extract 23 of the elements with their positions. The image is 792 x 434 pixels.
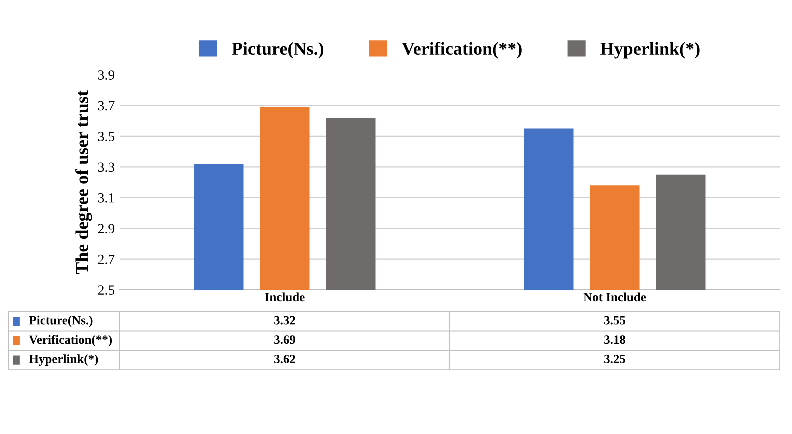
data-label: 3.32 [274, 316, 296, 325]
legend-label: Verification(**) [402, 42, 522, 59]
text: Hyperlink(*) [29, 354, 98, 366]
data-label: 3.69 [274, 336, 296, 344]
y-tick-label: 3.7 [98, 101, 115, 111]
y-tick-label: 3.3 [98, 162, 115, 172]
y-tick-label: 3.5 [98, 132, 115, 142]
legend-label: Hyperlink(*) [600, 42, 700, 59]
text: Picture(Ns.) [29, 316, 93, 328]
y-tick-label: 2.7 [98, 254, 115, 264]
y-tick-label: 2.5 [98, 286, 115, 296]
data-label: 3.55 [604, 316, 626, 325]
x-tick-label: Include [265, 292, 305, 302]
text: Verification(**) [29, 335, 112, 347]
legend-label: Picture(Ns.) [232, 42, 324, 59]
y-tick-label: 3.9 [98, 70, 115, 80]
data-label: 3.18 [604, 336, 626, 344]
data-label: 3.62 [274, 355, 296, 364]
y-tick-label: 3.1 [98, 193, 114, 203]
y-axis-title: The degree of user trust [76, 90, 92, 274]
y-tick-label: 2.9 [98, 224, 115, 234]
x-tick-label: Not Include [584, 292, 646, 302]
data-label: 3.25 [604, 355, 626, 364]
